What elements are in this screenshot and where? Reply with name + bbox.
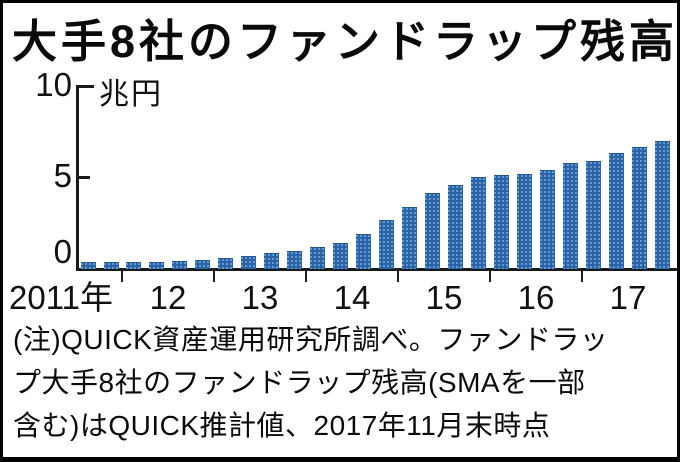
source-note-line-2: プ大手8社のファンドラップ残高(SMAを一部 bbox=[13, 367, 586, 398]
bar-2012-12 bbox=[195, 260, 210, 269]
source-note-line-1: (注)QUICK資産運用研究所調べ。ファンドラッ bbox=[13, 324, 609, 355]
x-tick-17 bbox=[581, 271, 583, 282]
bar-2017-11 bbox=[655, 141, 670, 269]
y-tick-label-0: 0 bbox=[53, 233, 72, 270]
bar-2013-9 bbox=[264, 253, 279, 269]
bar-2012-9 bbox=[172, 261, 187, 269]
x-tick-label-16: 16 bbox=[517, 279, 555, 316]
bar-2012-3 bbox=[126, 262, 141, 269]
source-note-line-3: 含む)はQUICK推計値、2017年11月末時点 bbox=[13, 410, 551, 441]
chart-title: 大手8社のファンドラップ残高 bbox=[12, 16, 679, 67]
bar-2014-3 bbox=[310, 247, 325, 269]
x-tick-14 bbox=[305, 271, 307, 282]
x-axis-line bbox=[76, 268, 677, 271]
bar-2016-3 bbox=[494, 175, 509, 269]
x-tick-label-17: 17 bbox=[609, 279, 647, 316]
x-tick-label-2011: 2011年 bbox=[9, 279, 113, 316]
bar-2011-9 bbox=[81, 262, 96, 269]
x-tick-label-15: 15 bbox=[425, 279, 463, 316]
x-tick-label-14: 14 bbox=[333, 279, 371, 316]
bar-2013-3 bbox=[218, 258, 233, 269]
bar-2015-12 bbox=[471, 177, 486, 269]
source-note: (注)QUICK資産運用研究所調べ。ファンドラッ プ大手8社のファンドラップ残高… bbox=[13, 318, 675, 447]
bar-2012-6 bbox=[149, 262, 164, 269]
x-tick-13 bbox=[213, 271, 215, 282]
bar-2016-6 bbox=[517, 174, 532, 269]
y-tick-5 bbox=[77, 176, 90, 179]
bar-2017-6 bbox=[609, 153, 624, 269]
bar-2016-9 bbox=[540, 170, 555, 269]
x-tick-label-13: 13 bbox=[241, 279, 279, 316]
bar-2014-9 bbox=[356, 234, 371, 269]
bar-2015-3 bbox=[402, 207, 417, 269]
x-tick-15 bbox=[397, 271, 399, 282]
bar-2014-12 bbox=[379, 220, 394, 269]
x-tick-16 bbox=[489, 271, 491, 282]
bar-2013-12 bbox=[287, 251, 302, 269]
x-tick-12 bbox=[121, 271, 123, 282]
y-axis-unit-label: 兆円 bbox=[99, 78, 163, 111]
bar-2011-12 bbox=[104, 262, 119, 269]
bar-2017-3 bbox=[586, 161, 601, 269]
x-tick-label-12: 12 bbox=[149, 279, 187, 316]
bar-2017-9 bbox=[632, 147, 647, 269]
bar-2016-12 bbox=[563, 163, 578, 269]
y-tick-label-5: 5 bbox=[53, 157, 72, 194]
bar-2013-6 bbox=[241, 256, 256, 269]
y-tick-label-10: 10 bbox=[35, 66, 72, 103]
bar-2015-9 bbox=[448, 185, 463, 269]
bar-2015-6 bbox=[425, 193, 440, 269]
bar-2014-6 bbox=[333, 243, 348, 269]
y-tick-10 bbox=[77, 85, 94, 88]
